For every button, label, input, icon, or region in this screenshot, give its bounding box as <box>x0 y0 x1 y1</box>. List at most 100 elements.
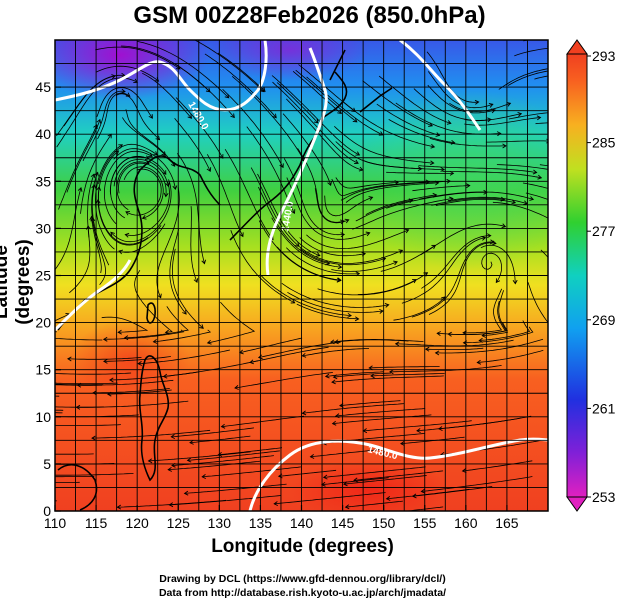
streamline-arrow <box>537 174 543 180</box>
streamline <box>218 447 283 456</box>
streamline-arrow <box>91 184 97 189</box>
streamline <box>427 84 496 114</box>
colorbar-label: 261 <box>592 400 616 416</box>
streamline-arrow <box>506 102 512 107</box>
credit-drawing: Drawing by DCL (https://www.gfd-dennou.o… <box>159 573 446 585</box>
streamline <box>462 460 533 472</box>
streamline <box>207 301 256 344</box>
credit-data: Data from http://database.rish.kyoto-u.a… <box>158 587 447 599</box>
streamline-arrow <box>301 352 307 358</box>
streamline-arrow <box>22 423 26 427</box>
streamline <box>363 420 472 432</box>
streamline <box>343 101 435 148</box>
streamline <box>412 185 470 192</box>
streamline <box>389 365 502 373</box>
streamline-arrow <box>355 151 361 156</box>
streamline <box>55 337 103 341</box>
streamline-arrow <box>301 410 307 416</box>
streamline-arrow <box>147 458 153 464</box>
streamline <box>386 191 488 209</box>
streamline <box>156 186 180 298</box>
streamline <box>66 119 101 193</box>
streamline <box>276 82 319 124</box>
streamline-arrow <box>447 331 452 337</box>
streamline <box>508 112 548 120</box>
streamline-arrow <box>125 211 131 216</box>
streamline-arrow <box>272 113 277 119</box>
streamline <box>98 143 158 184</box>
streamline <box>175 97 224 159</box>
streamline-arrow <box>354 159 359 165</box>
x-axis-label: Longitude (degrees) <box>211 536 394 557</box>
streamline <box>55 384 102 386</box>
streamline-arrow <box>368 196 374 201</box>
streamline <box>103 329 185 340</box>
streamline <box>482 290 509 337</box>
streamline <box>125 109 176 167</box>
streamline <box>352 198 453 230</box>
streamline <box>174 118 211 172</box>
streamline-arrow <box>502 143 507 149</box>
streamline <box>323 466 426 478</box>
streamline <box>239 337 303 354</box>
y-tick-label: 25 <box>35 268 51 284</box>
streamline <box>421 235 491 289</box>
streamline <box>378 75 451 124</box>
streamline <box>287 291 383 313</box>
streamline <box>55 382 118 385</box>
y-tick-label: 15 <box>35 362 51 378</box>
streamline <box>281 282 389 308</box>
streamline-arrow <box>596 36 600 40</box>
streamline <box>339 400 401 407</box>
streamline-arrow <box>201 474 207 480</box>
streamline <box>224 148 274 240</box>
streamline <box>206 154 244 237</box>
streamline <box>55 406 104 408</box>
streamline <box>109 371 200 381</box>
streamline <box>124 306 189 339</box>
streamline <box>481 252 503 283</box>
streamline <box>58 124 98 210</box>
streamline-arrow <box>322 474 328 480</box>
streamline <box>176 153 205 264</box>
streamline <box>95 65 159 82</box>
streamline-arrow <box>110 231 115 237</box>
streamline-arrow <box>118 249 124 255</box>
streamline-arrow <box>379 308 384 314</box>
streamline <box>333 372 392 378</box>
streamline <box>123 166 164 219</box>
streamline <box>97 92 131 140</box>
streamline <box>55 424 121 426</box>
streamline-arrow <box>476 359 482 365</box>
streamline <box>115 93 160 140</box>
colorbar-label: 269 <box>592 312 616 328</box>
streamline-arrow <box>5 409 9 413</box>
streamline-arrow <box>481 235 487 241</box>
streamline <box>171 248 204 329</box>
streamline <box>463 288 503 334</box>
streamline-arrow <box>15 462 19 466</box>
streamline-arrow <box>334 339 339 345</box>
streamline-arrow <box>596 122 600 126</box>
streamline <box>427 71 493 109</box>
x-tick-label: 140 <box>290 515 314 531</box>
streamline <box>380 244 436 272</box>
streamline-arrow <box>434 350 440 356</box>
streamline-arrow <box>137 361 143 366</box>
streamline-arrow <box>385 496 391 501</box>
streamline-arrow <box>550 168 554 172</box>
streamline-arrow <box>416 428 421 434</box>
streamline <box>231 75 305 162</box>
streamline-arrow <box>206 167 212 172</box>
streamline-arrow <box>201 259 207 265</box>
streamline <box>94 144 123 250</box>
streamline-arrow <box>259 87 265 93</box>
streamline-arrow <box>161 151 167 156</box>
streamline <box>416 415 532 432</box>
streamline <box>296 303 359 320</box>
streamline-arrow <box>488 102 494 108</box>
streamline <box>95 46 181 70</box>
streamline <box>535 122 548 125</box>
streamline <box>56 74 125 137</box>
